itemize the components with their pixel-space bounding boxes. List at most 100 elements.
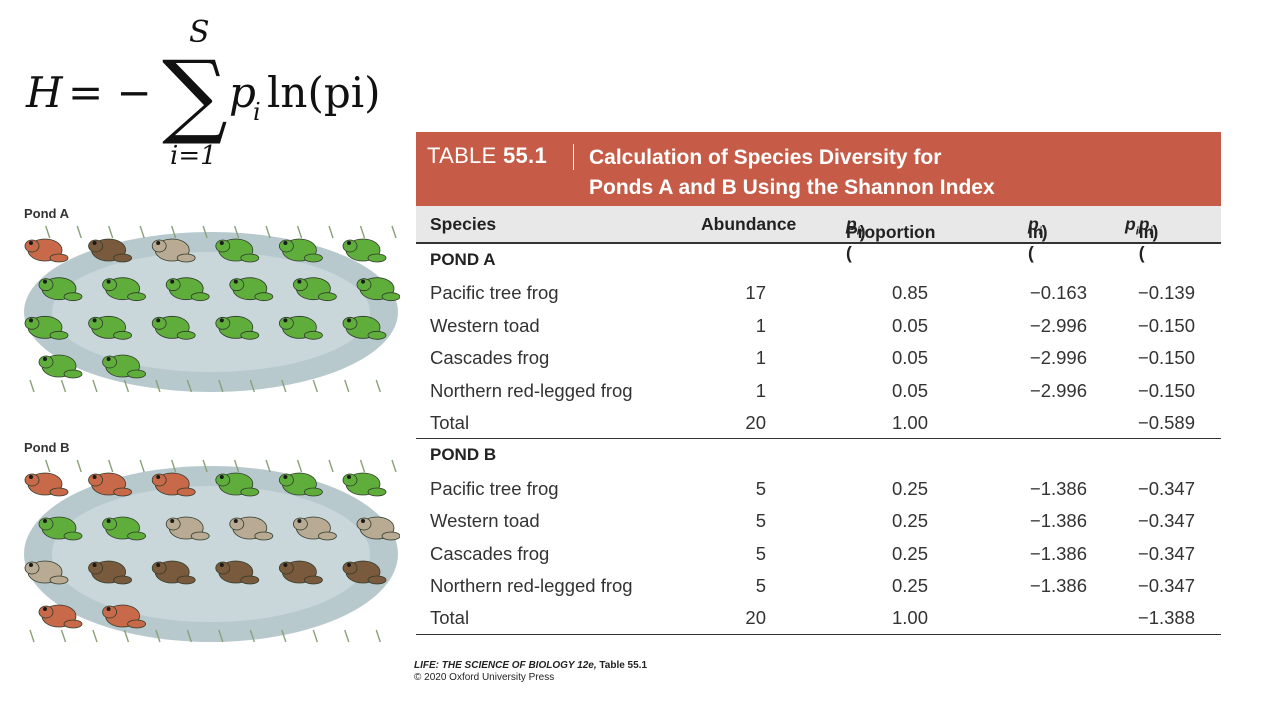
cell-ln: −2.996 xyxy=(1029,314,1087,336)
frog xyxy=(229,277,274,302)
frog xyxy=(151,238,196,263)
pond-b-label: Pond B xyxy=(24,440,70,455)
cell-species: Northern red-legged frog xyxy=(430,574,633,596)
frog xyxy=(165,277,210,302)
grass-blade xyxy=(312,629,318,643)
frog xyxy=(215,560,260,585)
formula-lhs: H xyxy=(25,68,64,117)
grass-blade xyxy=(281,379,287,393)
frog xyxy=(24,472,69,497)
grass-blade xyxy=(60,629,67,643)
table-title-line2: Ponds A and B Using the Shannon Index xyxy=(589,176,995,199)
cell-proportion: 0.25 xyxy=(892,477,929,499)
table-prefix: TABLE 55.1 xyxy=(427,143,547,169)
frog xyxy=(165,516,210,541)
frog xyxy=(24,238,69,263)
cell-abundance: 1 xyxy=(755,379,766,401)
cell-abundance: 5 xyxy=(755,510,766,532)
grass-blade xyxy=(359,459,366,473)
frog xyxy=(151,560,196,585)
cell-abundance: 5 xyxy=(755,542,766,564)
grass-blade xyxy=(45,459,51,473)
header-ln-text: ln ( xyxy=(1028,222,1044,263)
grass-blade xyxy=(265,225,271,239)
grass-blade xyxy=(233,459,240,473)
frog xyxy=(342,238,387,263)
grass-blade xyxy=(29,629,35,643)
grass-blade xyxy=(29,379,35,393)
frog xyxy=(215,472,260,497)
cell-abundance: 5 xyxy=(755,477,766,499)
grass-blade xyxy=(218,379,224,393)
header-p-ln: pi ln (pi) xyxy=(1125,214,1158,263)
total-row: Total 20 1.00 −0.589 xyxy=(416,406,1221,438)
grass-blade xyxy=(249,379,256,393)
grass-blade xyxy=(139,459,145,473)
header-pln-p: p xyxy=(1125,214,1136,234)
grass-blade xyxy=(344,629,350,643)
formula-upper-limit: S xyxy=(189,15,210,50)
grass-blade xyxy=(186,629,193,643)
cell-ln: −2.996 xyxy=(1029,379,1087,401)
frog xyxy=(88,238,132,263)
cell-species: Total xyxy=(430,607,470,629)
pond-highlight xyxy=(52,252,370,372)
cell-proportion: 0.05 xyxy=(892,379,929,401)
credit-note: LIFE: THE SCIENCE OF BIOLOGY 12e, Table … xyxy=(414,660,647,684)
grass-blade xyxy=(170,459,177,473)
cell-abundance: 5 xyxy=(755,574,766,596)
grass-blade xyxy=(76,459,82,473)
section-divider xyxy=(416,438,1221,440)
cell-p-ln: −0.347 xyxy=(1137,542,1195,564)
cell-p-ln: −0.150 xyxy=(1137,379,1195,401)
frog xyxy=(88,315,132,340)
frog xyxy=(38,604,83,629)
grass-blade xyxy=(108,459,114,473)
frog xyxy=(38,516,83,541)
table-row: Pacific tree frog 5 0.25 −1.386 −0.347 xyxy=(416,472,1221,504)
cell-abundance: 1 xyxy=(755,314,766,336)
grass-blade xyxy=(296,225,303,239)
grass-blade xyxy=(391,459,397,473)
table-header: TABLE 55.1 Calculation of Species Divers… xyxy=(416,132,1221,206)
cell-species: Northern red-legged frog xyxy=(430,379,633,401)
pond-a-label: Pond A xyxy=(24,206,70,221)
header-species: Species xyxy=(430,214,497,234)
header-ln-p: p xyxy=(1028,214,1039,234)
cell-ln: −1.386 xyxy=(1029,510,1087,532)
cell-abundance: 20 xyxy=(745,411,766,433)
frog xyxy=(342,472,387,497)
frog xyxy=(102,277,146,302)
frog xyxy=(102,516,146,541)
cell-p-ln: −0.150 xyxy=(1137,314,1195,336)
header-proportion: Proportion (pi) xyxy=(846,214,935,263)
formula-term-p: p xyxy=(229,68,256,117)
cell-ln: −1.386 xyxy=(1029,477,1087,499)
cell-abundance: 17 xyxy=(745,282,766,304)
frog xyxy=(88,472,132,497)
frog xyxy=(215,315,260,340)
section-title-row: POND A xyxy=(416,244,1221,276)
table-title-line1: Calculation of Species Diversity for xyxy=(589,146,942,169)
cell-proportion: 1.00 xyxy=(892,607,929,629)
table-row: Western toad 1 0.05 −2.996 −0.150 xyxy=(416,309,1221,341)
grass-blade xyxy=(155,629,161,643)
frog xyxy=(151,315,196,340)
header-pln-p2: p xyxy=(1138,214,1150,234)
cell-species: Cascades frog xyxy=(430,542,550,564)
cell-p-ln: −0.347 xyxy=(1137,477,1195,499)
header-proportion-text: Proportion ( xyxy=(846,222,936,263)
frog xyxy=(356,277,400,302)
cell-p-ln: −1.388 xyxy=(1137,607,1195,629)
grass-blade xyxy=(375,629,381,643)
frog xyxy=(292,277,337,302)
cell-proportion: 0.85 xyxy=(892,282,929,304)
sum-sign: ∑ xyxy=(162,41,228,148)
header-pln-sub: i xyxy=(1135,225,1139,238)
header-proportion-p: p xyxy=(846,214,857,234)
grass-blade xyxy=(92,379,98,393)
cell-abundance: 1 xyxy=(755,347,766,369)
cell-abundance: 20 xyxy=(745,607,766,629)
grass-blade xyxy=(265,459,271,473)
table-number: 55.1 xyxy=(502,143,548,168)
